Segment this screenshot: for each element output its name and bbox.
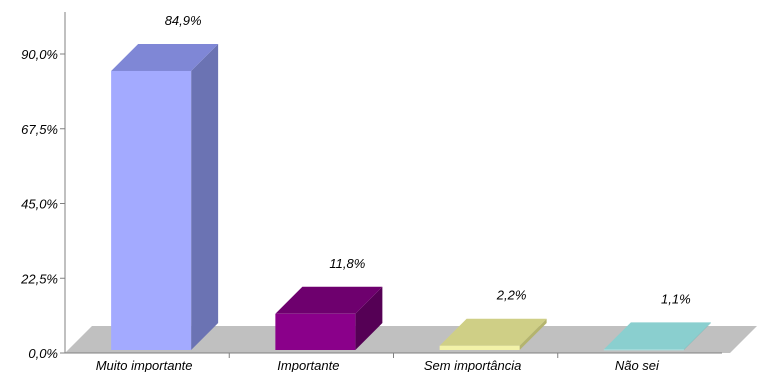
data-label: 11,8% <box>329 256 365 271</box>
chart-floor <box>65 326 757 353</box>
y-tick-label: 45,0% <box>21 197 58 212</box>
bar-top <box>275 286 383 314</box>
y-tick-label: 67,5% <box>21 122 58 137</box>
category-labels: Muito importante Importante Sem importânci… <box>96 358 660 372</box>
data-labels: 84,9% 11,8% 2,2% 1,1% <box>165 13 691 306</box>
category-label: Importante <box>277 358 339 372</box>
y-ticks: 0,0% 22,5% 45,0% 67,5% 90,0% <box>20 47 65 361</box>
category-label: Muito importante <box>96 358 193 372</box>
data-label: 1,1% <box>661 291 691 306</box>
x-ticks <box>228 353 559 358</box>
y-tick-label: 22,5% <box>20 271 58 286</box>
bar-front <box>603 349 684 351</box>
bar-side <box>355 286 383 350</box>
bar <box>439 318 547 350</box>
data-label: 84,9% <box>165 13 202 28</box>
y-tick-label: 0,0% <box>28 346 58 361</box>
bar <box>603 322 711 351</box>
category-label: Não sei <box>615 358 660 372</box>
bar-side <box>519 318 547 350</box>
axes: 0,0% 22,5% 45,0% 67,5% 90,0% <box>20 12 722 361</box>
bar-front <box>111 70 192 351</box>
bar-top <box>603 322 711 350</box>
bar-front <box>439 345 520 350</box>
bars <box>111 43 711 351</box>
bar-top <box>439 318 547 346</box>
data-label: 2,2% <box>496 288 527 303</box>
category-label: Sem importância <box>424 358 522 372</box>
bar <box>275 286 383 350</box>
bar-top <box>111 43 219 71</box>
bar-side <box>683 322 711 350</box>
bar <box>111 43 219 351</box>
y-tick-label: 90,0% <box>21 47 58 62</box>
bar-side <box>191 43 219 351</box>
bar-front <box>275 313 356 350</box>
